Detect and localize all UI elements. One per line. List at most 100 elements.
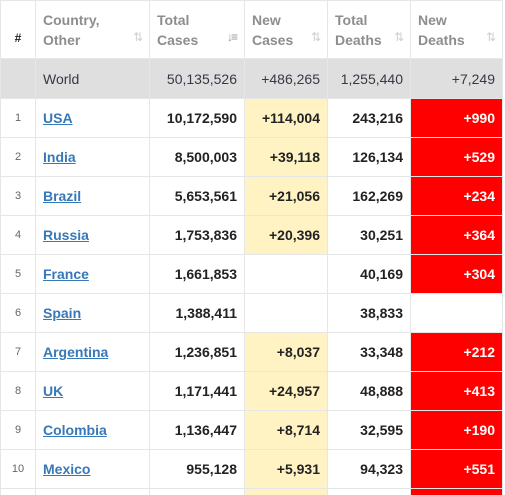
country-link[interactable]: Russia xyxy=(43,227,89,243)
total-deaths-cell: 94,323 xyxy=(327,449,411,489)
header-row: # Country, Other ⇅ Total Cases ↓≡ New Ca… xyxy=(0,0,503,59)
total-deaths-cell: 48,888 xyxy=(327,371,411,411)
country-cell: Mexico xyxy=(35,449,150,489)
header-country-other[interactable]: Country, Other ⇅ xyxy=(35,0,150,59)
total-cases-cell: 1,236,851 xyxy=(149,332,245,372)
world-new-cases: +486,265 xyxy=(244,58,328,99)
world-total-cases: 50,135,526 xyxy=(149,58,245,99)
header-num-label: # xyxy=(14,31,22,45)
row-number: 1 xyxy=(0,98,36,138)
new-cases-cell xyxy=(244,293,328,333)
table-row: 6 Spain 1,388,411 38,833 xyxy=(0,293,503,333)
new-cases-cell: +24,957 xyxy=(244,371,328,411)
country-cell: Colombia xyxy=(35,410,150,450)
header-country-line1: Country, xyxy=(43,11,100,28)
country-cell: India xyxy=(35,137,150,177)
table-row: 3 Brazil 5,653,561 +21,056 162,269 +234 xyxy=(0,176,503,216)
country-link[interactable]: Spain xyxy=(43,305,82,321)
total-deaths-cell: 243,216 xyxy=(327,98,411,138)
table-body: World 50,135,526 +486,265 1,255,440 +7,2… xyxy=(0,58,503,495)
header-new-cases-line2: Cases xyxy=(252,31,294,48)
country-link[interactable]: USA xyxy=(43,110,73,126)
row-number: 10 xyxy=(0,449,36,489)
row-number: 3 xyxy=(0,176,36,216)
new-cases-cell: +5,931 xyxy=(244,449,328,489)
row-number: 2 xyxy=(0,137,36,177)
total-deaths-cell: 33,348 xyxy=(327,332,411,372)
country-cell: Russia xyxy=(35,215,150,255)
row-number: 5 xyxy=(0,254,36,294)
total-deaths-cell: 162,269 xyxy=(327,176,411,216)
header-total-deaths-line1: Total xyxy=(335,11,368,28)
row-number: 7 xyxy=(0,332,36,372)
new-deaths-cell: +234 xyxy=(410,176,503,216)
country-cell: Spain xyxy=(35,293,150,333)
total-cases-cell: 1,171,441 xyxy=(149,371,245,411)
total-cases-cell: 1,661,853 xyxy=(149,254,245,294)
header-new-deaths-line2: Deaths xyxy=(418,31,465,48)
partial-cell xyxy=(244,488,328,495)
row-number: 9 xyxy=(0,410,36,450)
header-total-deaths-line2: Deaths xyxy=(335,31,382,48)
table-row: 9 Colombia 1,136,447 +8,714 32,595 +190 xyxy=(0,410,503,450)
country-cell: France xyxy=(35,254,150,294)
new-cases-cell xyxy=(244,254,328,294)
total-cases-cell: 10,172,590 xyxy=(149,98,245,138)
country-link[interactable]: Mexico xyxy=(43,461,91,477)
new-deaths-cell: +364 xyxy=(410,215,503,255)
new-deaths-cell: +529 xyxy=(410,137,503,177)
new-deaths-cell xyxy=(410,293,503,333)
header-new-deaths-line1: New xyxy=(418,11,447,28)
country-link[interactable]: Argentina xyxy=(43,344,109,360)
country-link[interactable]: Colombia xyxy=(43,422,107,438)
new-cases-cell: +8,037 xyxy=(244,332,328,372)
country-cell: UK xyxy=(35,371,150,411)
sort-icon[interactable]: ⇅ xyxy=(393,30,404,44)
new-cases-cell: +20,396 xyxy=(244,215,328,255)
sort-desc-icon[interactable]: ↓≡ xyxy=(226,30,238,44)
header-total-cases-line1: Total xyxy=(157,11,190,28)
country-cell: Brazil xyxy=(35,176,150,216)
new-cases-cell: +39,118 xyxy=(244,137,328,177)
table-header: # Country, Other ⇅ Total Cases ↓≡ New Ca… xyxy=(0,0,503,59)
country-cell: Argentina xyxy=(35,332,150,372)
total-cases-cell: 8,500,003 xyxy=(149,137,245,177)
new-deaths-cell: +551 xyxy=(410,449,503,489)
country-link[interactable]: India xyxy=(43,149,76,165)
new-deaths-cell: +990 xyxy=(410,98,503,138)
header-total-cases-line2: Cases xyxy=(157,31,199,48)
header-total-cases[interactable]: Total Cases ↓≡ xyxy=(149,0,245,59)
row-number: 4 xyxy=(0,215,36,255)
header-total-deaths[interactable]: Total Deaths ⇅ xyxy=(327,0,411,59)
row-number: 6 xyxy=(0,293,36,333)
total-cases-cell: 5,653,561 xyxy=(149,176,245,216)
partial-cell xyxy=(0,488,36,495)
table-row-partial xyxy=(0,488,503,495)
table-row: 2 India 8,500,003 +39,118 126,134 +529 xyxy=(0,137,503,177)
total-cases-cell: 1,388,411 xyxy=(149,293,245,333)
sort-icon[interactable]: ⇅ xyxy=(310,30,321,44)
country-link[interactable]: Brazil xyxy=(43,188,82,204)
header-num[interactable]: # xyxy=(0,0,36,59)
total-deaths-cell: 30,251 xyxy=(327,215,411,255)
total-deaths-cell: 38,833 xyxy=(327,293,411,333)
row-number: 8 xyxy=(0,371,36,411)
total-deaths-cell: 126,134 xyxy=(327,137,411,177)
new-deaths-cell: +304 xyxy=(410,254,503,294)
sort-icon[interactable]: ⇅ xyxy=(485,30,496,44)
new-deaths-cell: +413 xyxy=(410,371,503,411)
header-country-line2: Other xyxy=(43,31,81,48)
sort-icon[interactable]: ⇅ xyxy=(132,30,143,44)
country-link[interactable]: France xyxy=(43,266,89,282)
table-row: 7 Argentina 1,236,851 +8,037 33,348 +212 xyxy=(0,332,503,372)
header-new-deaths[interactable]: New Deaths ⇅ xyxy=(410,0,503,59)
partial-cell xyxy=(410,488,503,495)
total-deaths-cell: 40,169 xyxy=(327,254,411,294)
header-new-cases[interactable]: New Cases ⇅ xyxy=(244,0,328,59)
world-total-deaths: 1,255,440 xyxy=(327,58,411,99)
header-new-cases-line1: New xyxy=(252,11,281,28)
total-cases-cell: 955,128 xyxy=(149,449,245,489)
new-cases-cell: +8,714 xyxy=(244,410,328,450)
country-link[interactable]: UK xyxy=(43,383,64,399)
